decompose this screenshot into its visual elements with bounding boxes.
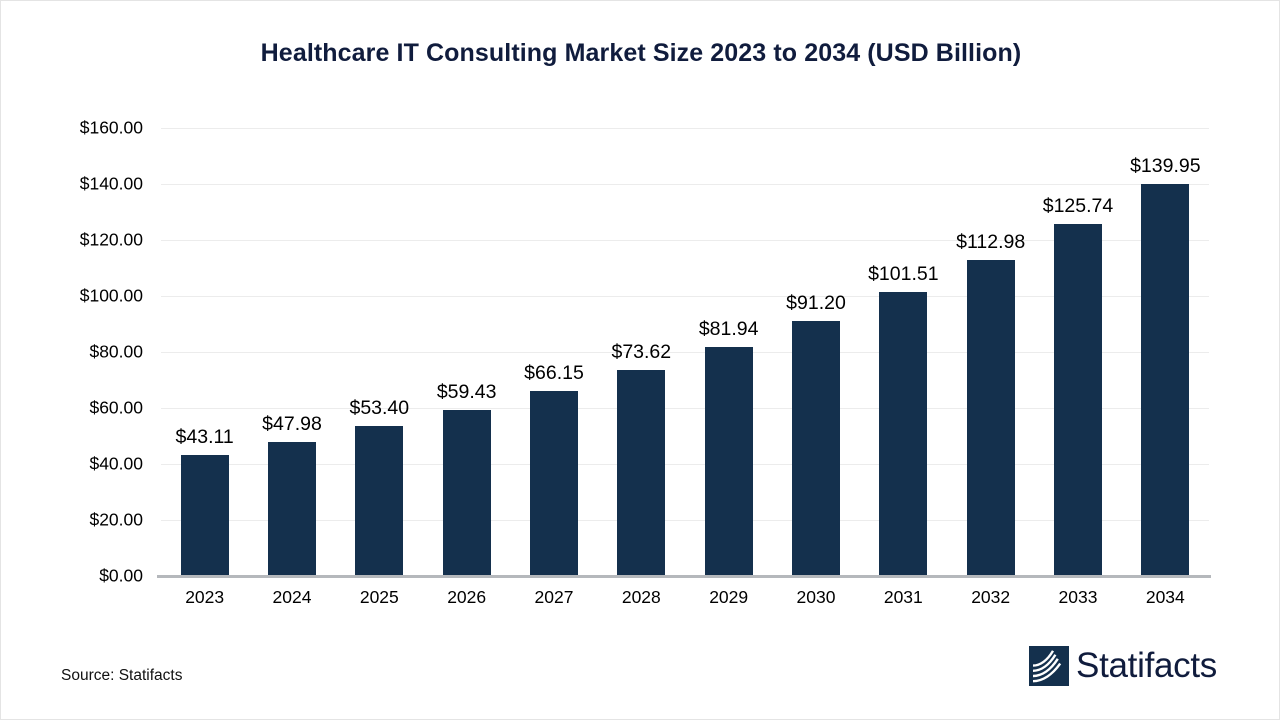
- y-axis-tick-label: $60.00: [89, 397, 143, 418]
- bar-value-label: $73.62: [611, 340, 672, 363]
- bar-value-label: $43.11: [175, 426, 234, 449]
- y-axis-tick-label: $120.00: [79, 229, 143, 250]
- bar-value-label: $125.74: [1042, 194, 1114, 217]
- x-axis-tick-label: 2027: [534, 587, 574, 607]
- x-axis-tick-label: 2031: [883, 587, 923, 607]
- bar-group: $47.98: [248, 128, 335, 576]
- y-axis: $0.00 $20.00 $40.00 $60.00 $80.00 $100.00 $120…: [39, 118, 143, 586]
- bar[interactable]: [180, 455, 229, 576]
- bar-value-label: $112.98: [956, 230, 1026, 253]
- bar-group: $112.98: [947, 128, 1034, 576]
- bar-group: $59.43: [423, 128, 510, 576]
- bar-value-label: $53.40: [349, 397, 410, 420]
- bar[interactable]: [704, 346, 753, 576]
- x-axis-tick-label: 2032: [971, 587, 1011, 607]
- y-axis-tick-label: $80.00: [89, 341, 143, 362]
- bar[interactable]: [355, 426, 404, 576]
- x-axis-tick-label: 2026: [447, 587, 487, 607]
- y-axis-tick-label: $140.00: [79, 173, 143, 194]
- bar[interactable]: [617, 369, 666, 576]
- x-axis-tick-label: 2024: [272, 587, 312, 607]
- bar-value-label: $59.43: [436, 380, 497, 403]
- bar-group: $101.51: [860, 128, 947, 576]
- x-axis: 2023 2024 2025 2026 2027 2028 2029 2030 2031 2032…: [161, 587, 1209, 617]
- bar[interactable]: [529, 390, 578, 576]
- gridline: [161, 184, 1209, 185]
- bar[interactable]: [791, 320, 840, 576]
- page-title: Healthcare IT Consulting Market Size 202…: [260, 39, 1022, 67]
- gridline: [161, 520, 1209, 521]
- plot-area: $43.11 $47.98 $53.40 $59.43 $66.15 $73.62 $81.…: [161, 128, 1209, 577]
- bar-value-label: $139.95: [1130, 155, 1201, 178]
- bar[interactable]: [1141, 184, 1190, 576]
- x-axis-tick-label: 2034: [1145, 587, 1185, 607]
- bar[interactable]: [267, 441, 316, 576]
- gridline: [161, 128, 1209, 129]
- gridline: [161, 296, 1209, 297]
- bar-group: $125.74: [1034, 128, 1121, 576]
- x-axis-tick-label: 2025: [359, 587, 399, 607]
- gridline: [161, 408, 1209, 409]
- bar-value-label: $101.51: [868, 262, 939, 285]
- y-axis-tick-label: $100.00: [79, 285, 143, 306]
- x-axis-tick-label: 2033: [1058, 587, 1098, 607]
- y-axis-tick-label: $0.00: [99, 565, 143, 586]
- gridline: [161, 240, 1209, 241]
- y-axis-tick-label: $160.00: [79, 117, 143, 138]
- bar[interactable]: [442, 409, 491, 576]
- bar[interactable]: [966, 259, 1015, 576]
- y-axis-tick-label: $20.00: [89, 509, 143, 530]
- y-axis-tick-label: $40.00: [89, 453, 143, 474]
- bar-group: $53.40: [336, 128, 423, 576]
- x-axis-tick-label: 2029: [709, 587, 749, 607]
- x-axis-line: [157, 575, 1211, 578]
- bar[interactable]: [1053, 223, 1102, 576]
- source-note: Source: Statifacts: [61, 667, 183, 684]
- bar-group: $81.94: [685, 128, 772, 576]
- bar-value-label: $66.15: [524, 361, 584, 384]
- brand-name: Statifacts: [1076, 646, 1217, 685]
- x-axis-tick-label: 2030: [796, 587, 836, 607]
- bar-group: $43.11: [161, 128, 248, 576]
- bar-group: $91.20: [772, 128, 859, 576]
- x-axis-tick-label: 2028: [621, 587, 661, 607]
- bar-group: $66.15: [510, 128, 597, 576]
- gridline: [161, 352, 1209, 353]
- bar-value-label: $91.20: [786, 291, 846, 314]
- bar-group: $139.95: [1122, 128, 1209, 576]
- bar-value-label: $81.94: [698, 317, 759, 340]
- bar-value-label: $47.98: [262, 412, 322, 435]
- gridline: [161, 464, 1209, 465]
- statifacts-logo-icon: [1029, 646, 1070, 686]
- bar[interactable]: [879, 291, 928, 576]
- brand-logo: Statifacts: [1029, 646, 1217, 686]
- bar-group: $73.62: [598, 128, 685, 576]
- x-axis-tick-label: 2023: [185, 587, 225, 607]
